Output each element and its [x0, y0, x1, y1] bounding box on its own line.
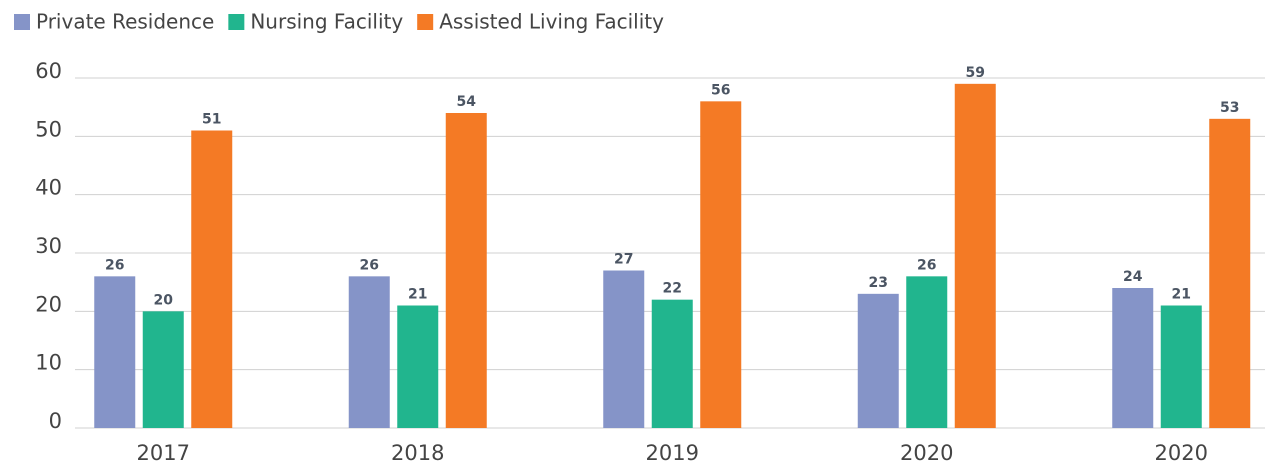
y-tick-label: 30 [35, 234, 62, 258]
bar [94, 276, 136, 428]
x-tick-label: 2020 [1155, 441, 1208, 465]
value-label: 21 [1172, 287, 1191, 303]
bar [445, 113, 487, 428]
legend-label: Private Residence [36, 10, 214, 34]
value-label: 56 [711, 82, 730, 98]
y-tick-label: 40 [35, 176, 62, 200]
x-tick-label: 2019 [646, 441, 699, 465]
value-label: 51 [202, 112, 221, 128]
value-label: 24 [1123, 269, 1143, 285]
y-tick-label: 0 [49, 409, 62, 433]
value-label: 27 [614, 252, 633, 268]
bar [397, 305, 439, 428]
y-tick-label: 10 [35, 351, 62, 375]
bar [142, 311, 184, 428]
value-label: 54 [457, 94, 477, 110]
x-tick-label: 2018 [391, 441, 444, 465]
bar [1160, 305, 1202, 428]
value-label: 59 [966, 65, 985, 81]
bar [651, 299, 693, 428]
bar [1112, 288, 1154, 428]
value-label: 26 [360, 257, 379, 273]
value-label: 22 [663, 281, 682, 297]
bar [191, 130, 233, 428]
x-tick-label: 2020 [900, 441, 953, 465]
value-label: 26 [917, 257, 936, 273]
legend-swatch [417, 14, 434, 30]
bar [348, 276, 390, 428]
legend-swatch [228, 14, 245, 30]
value-label: 21 [408, 287, 427, 303]
value-label: 26 [105, 257, 124, 273]
bar [1209, 118, 1251, 428]
y-tick-label: 60 [35, 59, 62, 83]
bar [857, 293, 899, 428]
bar [906, 276, 948, 428]
legend-label: Assisted Living Facility [439, 10, 664, 34]
legend-swatch [14, 14, 30, 30]
value-label: 23 [869, 275, 888, 291]
bar [954, 83, 996, 428]
legend-label: Nursing Facility [250, 10, 403, 34]
value-label: 53 [1220, 100, 1239, 116]
bar [603, 270, 645, 428]
y-tick-label: 20 [35, 292, 62, 316]
y-tick-label: 50 [35, 117, 62, 141]
bar [700, 101, 742, 428]
value-label: 20 [154, 292, 174, 308]
x-tick-label: 2017 [137, 441, 190, 465]
